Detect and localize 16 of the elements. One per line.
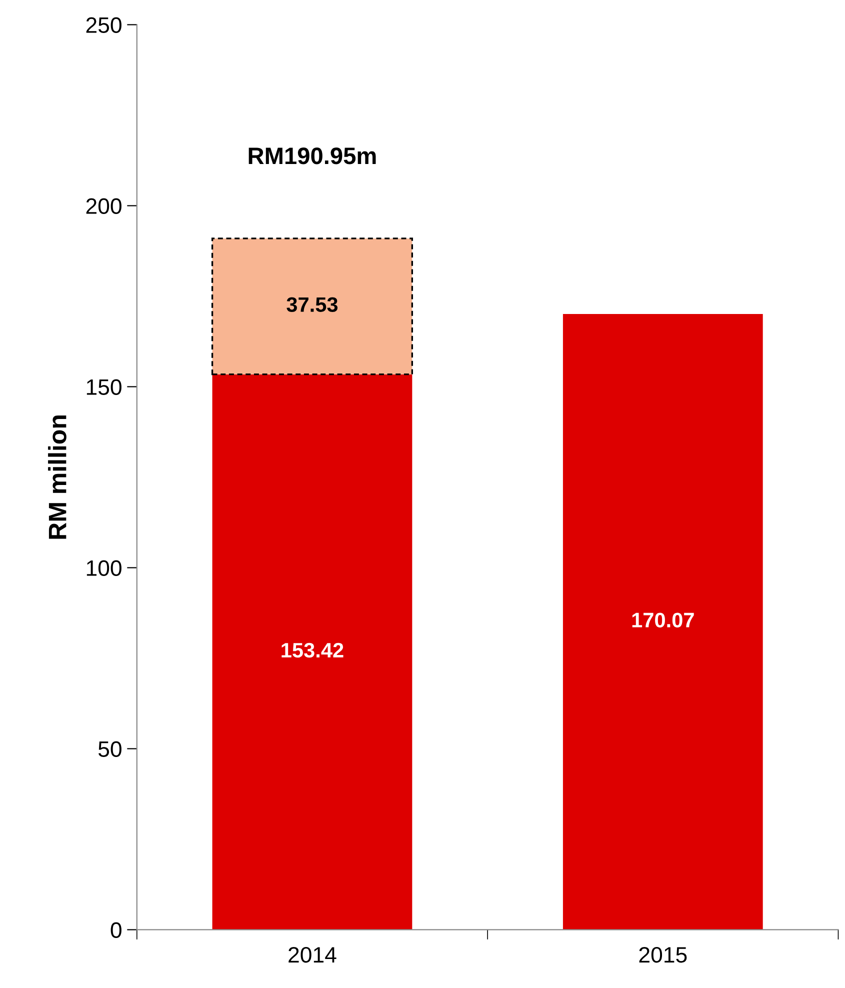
y-tick-label: 250 xyxy=(86,17,122,33)
x-tick-label: 2015 xyxy=(639,946,687,963)
y-tick-label: 50 xyxy=(98,741,122,757)
bar xyxy=(212,374,412,930)
y-axis-title: RM million xyxy=(48,416,66,539)
total-label: RM190.95m xyxy=(248,148,376,164)
y-tick-label: 100 xyxy=(86,560,122,576)
y-tick-label: 150 xyxy=(86,379,122,395)
bar xyxy=(211,238,414,376)
bar xyxy=(562,314,763,930)
data-label: 153.42 xyxy=(282,642,344,658)
x-tick-label: 2014 xyxy=(288,946,336,963)
data-label: 170.07 xyxy=(632,612,694,628)
y-tick-label: 200 xyxy=(86,198,122,214)
y-tick-label: 0 xyxy=(110,922,122,938)
data-label: 37.53 xyxy=(286,297,338,312)
